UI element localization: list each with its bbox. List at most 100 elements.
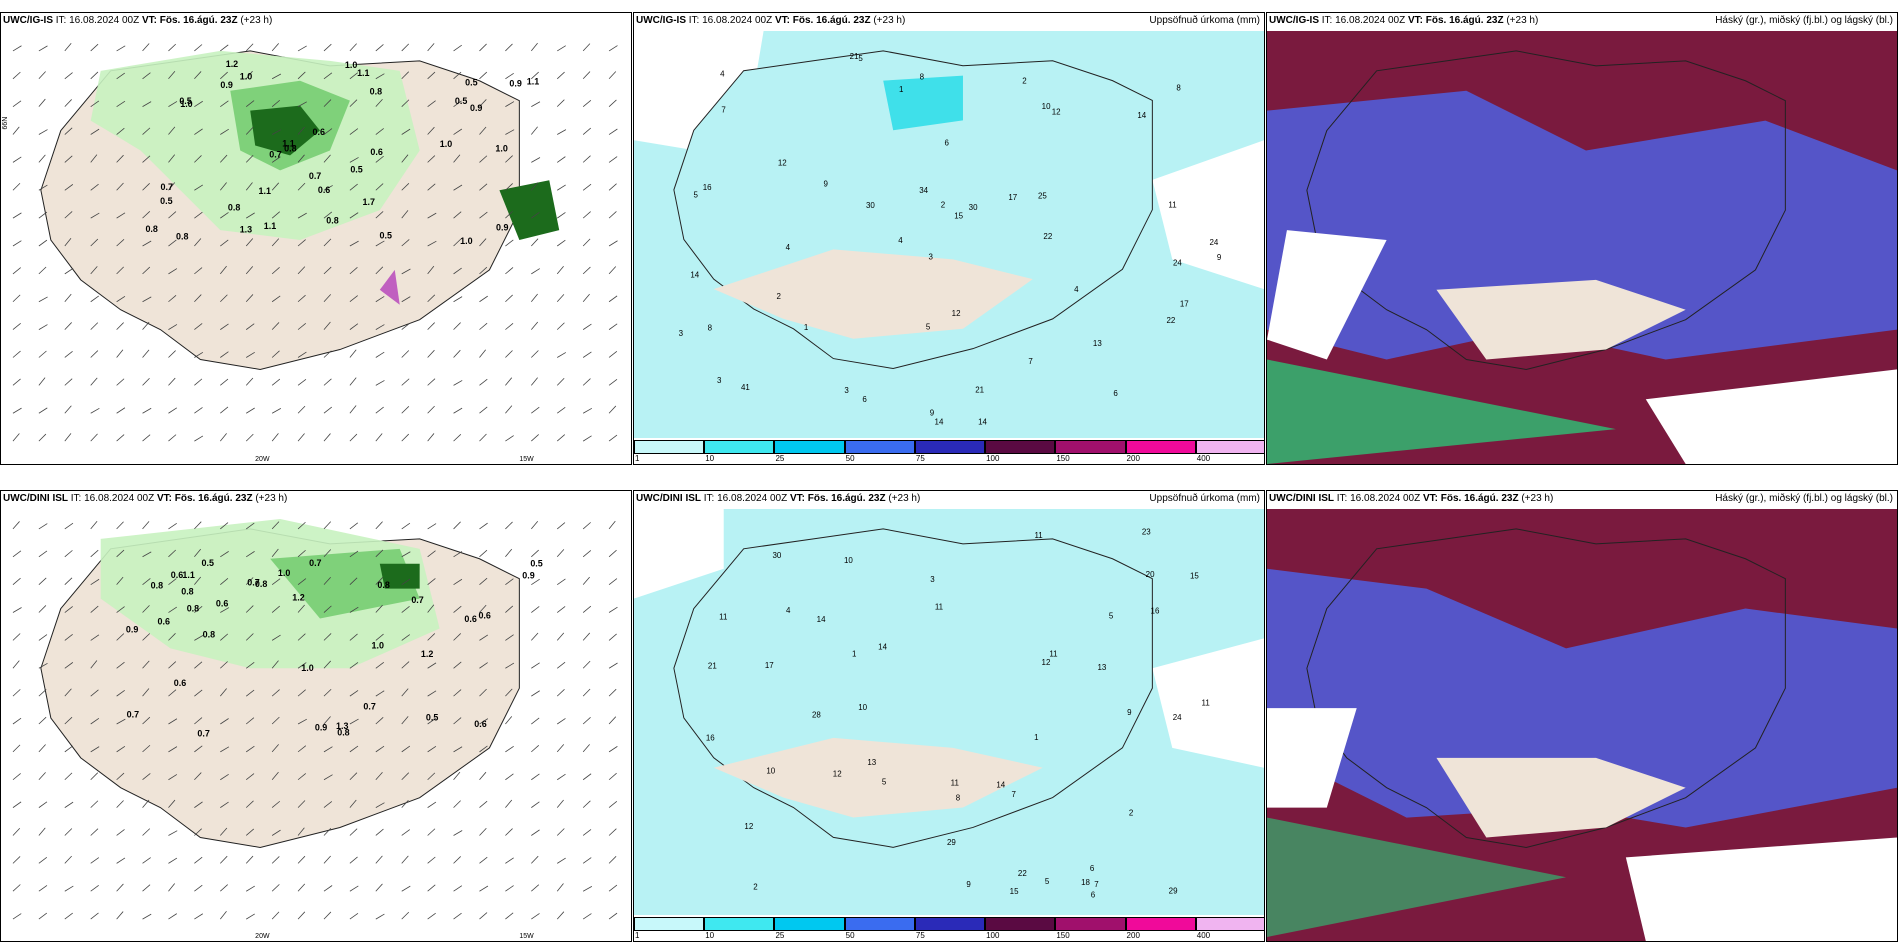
precip-value-label: 12 [1052, 107, 1061, 116]
precip-value-label: 3 [929, 253, 934, 262]
wind-barb [297, 578, 307, 585]
wind-value-label: 0.6 [464, 614, 476, 624]
wind-barb [168, 830, 178, 836]
wind-barb [427, 212, 437, 219]
wind-barb [297, 800, 306, 808]
wind-barb [116, 378, 125, 386]
wind-barb [168, 913, 178, 920]
wind-barb [297, 521, 306, 530]
colorbar-label: 200 [1126, 931, 1140, 940]
wind-barb [64, 127, 73, 135]
wind-barb [323, 154, 331, 163]
wind-barb [38, 184, 48, 191]
wind-barb [375, 828, 384, 836]
wind-value-label: 0.9 [220, 80, 232, 90]
wind-barb [38, 716, 47, 725]
cloud-map-svg [1267, 509, 1897, 941]
wind-barb [556, 99, 565, 107]
wind-barb [349, 405, 357, 414]
wind-barb [168, 434, 177, 442]
wind-barb [505, 662, 515, 669]
wind-barb [64, 550, 73, 558]
wind-barb [297, 405, 306, 414]
wind-barb [323, 321, 331, 330]
wind-barb [38, 857, 48, 864]
precip-value-label: 11 [719, 613, 728, 622]
wind-barb [479, 885, 489, 892]
wind-barb [64, 828, 73, 836]
wind-barb [427, 523, 437, 530]
wind-barb [556, 799, 564, 808]
wind-barb [168, 377, 176, 386]
wind-barb [64, 405, 72, 414]
wind-barb [323, 294, 332, 303]
wind-value-label: 0.8 [284, 143, 296, 153]
colorbar-swatch [844, 440, 915, 454]
wind-barb [582, 407, 593, 414]
cloud-header: UWC/DINI ISL IT: 16.08.2024 00Z VT: Fös.… [1267, 491, 1897, 509]
wind-value-label: 1.0 [372, 641, 384, 651]
wind-barb [271, 129, 282, 135]
wind-value-label: 0.7 [161, 182, 173, 192]
precip-value-label: 1 [804, 323, 809, 332]
wind-barb [220, 154, 228, 163]
wind-barb [12, 323, 21, 330]
wind-barb [582, 605, 592, 613]
wind-barb [64, 99, 72, 107]
precip-value-label: 34 [919, 186, 928, 195]
wind-barb [453, 154, 461, 163]
wind-barb [349, 295, 358, 303]
wind-barb [194, 407, 203, 414]
wind-barb [245, 154, 254, 163]
wind-barb [38, 744, 46, 753]
wind-barb [582, 323, 592, 330]
wind-barb [505, 885, 514, 892]
wind-barb [608, 578, 618, 585]
wind-barb [297, 689, 306, 697]
wind-barb [427, 126, 435, 135]
precip-value-label: 7 [1028, 357, 1033, 366]
wind-barb [194, 801, 203, 808]
wind-barb [479, 688, 487, 697]
wind-barb [557, 578, 566, 585]
wind-barb [531, 42, 538, 52]
wind-barb [142, 127, 151, 135]
wind-barb [271, 689, 280, 697]
wind-barb [12, 378, 21, 386]
wind-value-label: 0.5 [160, 196, 172, 206]
wind-barb [116, 45, 126, 52]
wind-barb [90, 322, 99, 330]
precip-value-label: 1 [1034, 733, 1039, 742]
wind-barb [427, 662, 437, 669]
wind-barb [64, 350, 73, 358]
cloud-panel-top: UWC/IG-IS IT: 16.08.2024 00Z VT: Fös. 16… [1266, 12, 1898, 465]
precip-value-label: 14 [817, 615, 826, 624]
wind-barb [38, 662, 48, 669]
wind-barb [116, 633, 125, 641]
wind-barb [453, 238, 462, 247]
wind-barb [453, 407, 463, 414]
wind-barb [220, 378, 229, 386]
wind-barb [479, 406, 488, 414]
wind-barb [479, 718, 489, 725]
wind-barb [505, 239, 514, 247]
wind-barb [453, 885, 463, 892]
wind-value-label: 0.9 [315, 722, 327, 732]
wind-barb [90, 578, 100, 585]
wind-value-label: 0.6 [474, 719, 486, 729]
wind-barb [142, 155, 151, 163]
wind-barb [116, 521, 124, 530]
wind-barb [505, 773, 514, 781]
wind-barb [323, 549, 332, 558]
wind-barb [116, 718, 126, 725]
wind-barb [297, 549, 306, 558]
wind-barb [323, 827, 332, 836]
precip-value-label: 14 [1137, 111, 1146, 120]
wind-barb [271, 350, 280, 358]
wind-barb [349, 377, 357, 386]
colorbar-label: 100 [986, 931, 1000, 940]
wind-barb [297, 126, 305, 135]
wind-barb [271, 771, 279, 781]
wind-barb [323, 238, 332, 247]
wind-barb [323, 72, 333, 80]
